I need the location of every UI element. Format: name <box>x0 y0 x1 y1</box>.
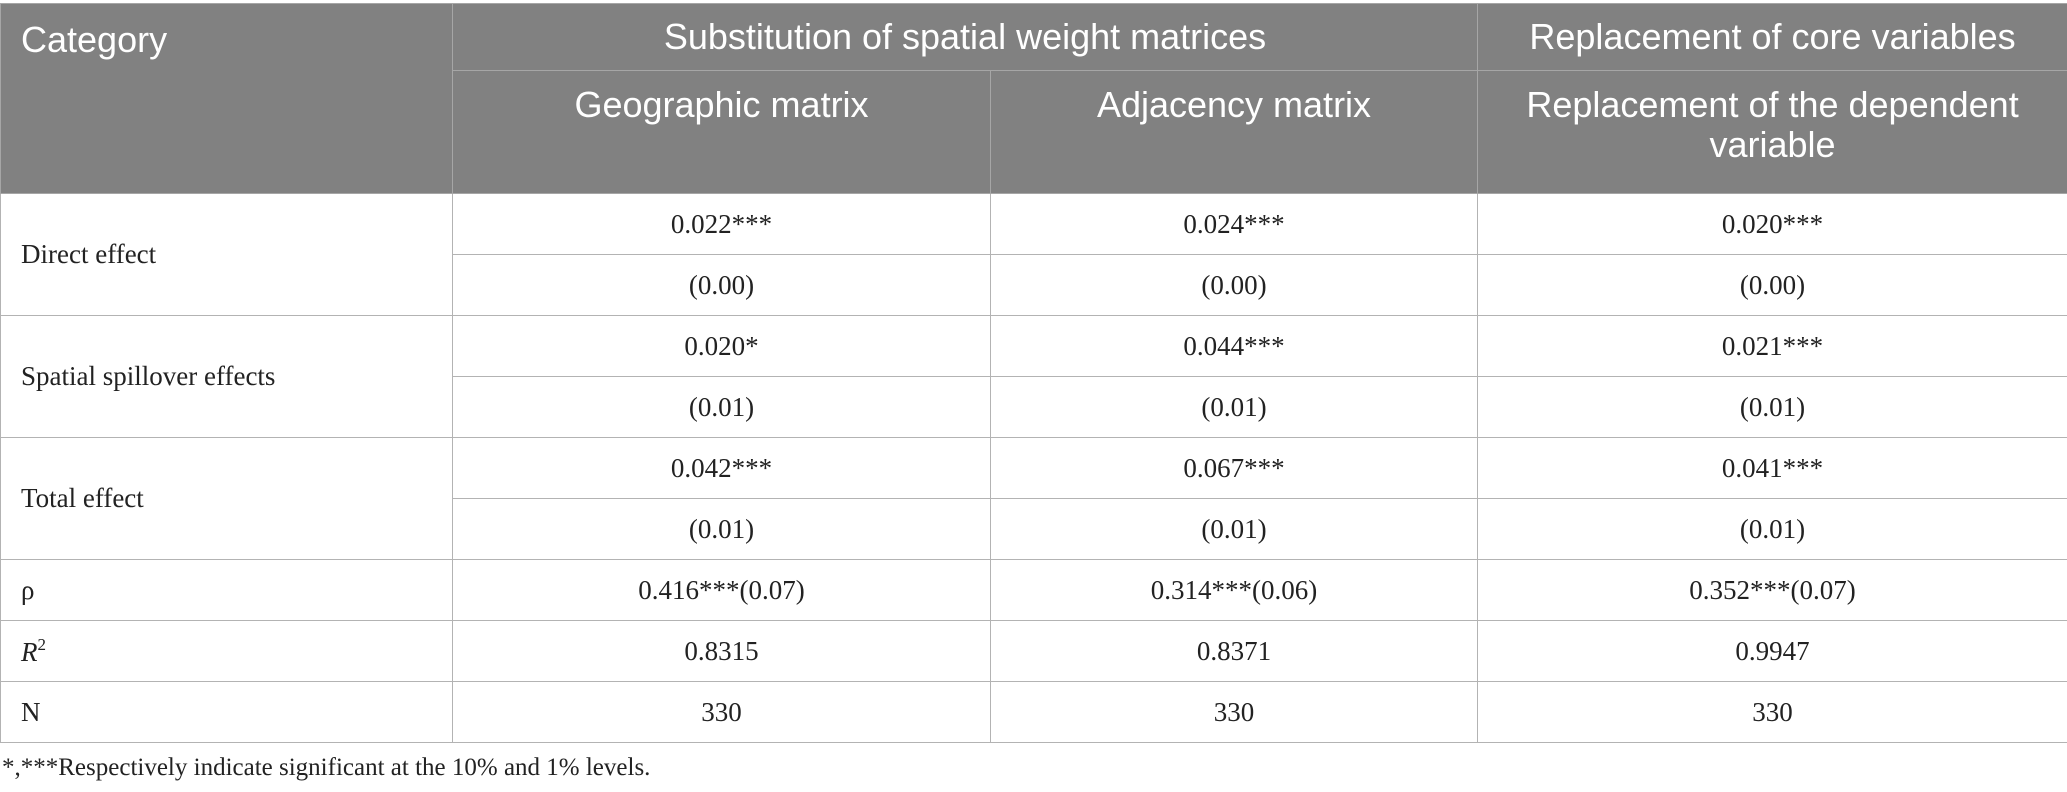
cell-coef: 0.042*** <box>452 437 991 499</box>
table-row: N 330 330 330 <box>0 681 2067 743</box>
cell-coef: 0.022*** <box>452 193 991 255</box>
row-label-spillover-effects: Spatial spillover effects <box>0 315 453 438</box>
cell-coef: 0.024*** <box>989 193 1479 255</box>
cell-value: 330 <box>452 681 991 743</box>
cell-value: 0.8315 <box>452 620 991 682</box>
row-label-total-effect: Total effect <box>0 437 453 560</box>
table-row: (0.01) (0.01) (0.01) <box>1 498 2067 560</box>
cell-value: 0.416***(0.07) <box>452 559 991 621</box>
table-header: Category Substitution of spatial weight … <box>0 3 2067 194</box>
cell-coef: 0.044*** <box>989 315 1479 377</box>
table-row: Direct effect 0.022*** 0.024*** 0.020*** <box>0 193 2067 316</box>
header-group-core-variables: Replacement of core variables <box>1477 3 2067 71</box>
cell-coef: 0.067*** <box>989 437 1479 499</box>
header-category: Category <box>0 3 453 194</box>
header-row-2: Geographic matrix Adjacency matrix Repla… <box>1 70 2067 194</box>
cell-coef: 0.021*** <box>1477 315 2067 377</box>
cell-coef: 0.041*** <box>1477 437 2067 499</box>
cell-value: 0.314***(0.06) <box>989 559 1479 621</box>
cell-coef: 0.020* <box>452 315 991 377</box>
table-body: Direct effect 0.022*** 0.024*** 0.020***… <box>0 193 2067 743</box>
header-geographic-matrix: Geographic matrix <box>452 70 991 194</box>
row-label-r-squared: R2 <box>0 620 453 682</box>
cell-se: (0.01) <box>989 376 1479 438</box>
cell-value: 330 <box>989 681 1479 743</box>
row-label-direct-effect: Direct effect <box>0 193 453 316</box>
cell-se: (0.01) <box>452 376 991 438</box>
table-row: Spatial spillover effects 0.020* 0.044**… <box>0 315 2067 438</box>
r-squared-exponent: 2 <box>37 634 47 654</box>
cell-se: (0.00) <box>989 254 1479 316</box>
cell-value: 0.8371 <box>989 620 1479 682</box>
cell-coef: 0.020*** <box>1477 193 2067 255</box>
table-footnote: *,***Respectively indicate significant a… <box>2 754 651 781</box>
cell-se: (0.01) <box>989 498 1479 560</box>
header-dependent-variable: Replacement of the dependent variable <box>1477 70 2067 194</box>
cell-value: 0.9947 <box>1477 620 2067 682</box>
cell-se: (0.00) <box>1477 254 2067 316</box>
cell-se: (0.01) <box>1477 376 2067 438</box>
row-label-n: N <box>0 681 453 743</box>
cell-value: 330 <box>1477 681 2067 743</box>
cell-se: (0.00) <box>452 254 991 316</box>
table-row: (0.00) (0.00) (0.00) <box>1 254 2067 316</box>
table-row: Total effect 0.042*** 0.067*** 0.041*** <box>0 437 2067 560</box>
results-table-container: Category Substitution of spatial weight … <box>0 3 2067 743</box>
header-adjacency-matrix: Adjacency matrix <box>989 70 1479 194</box>
row-label-rho: ρ <box>0 559 453 621</box>
header-group-spatial-weights: Substitution of spatial weight matrices <box>451 3 1479 71</box>
r-squared-symbol: R <box>21 636 38 667</box>
header-row-1: Category Substitution of spatial weight … <box>0 3 2067 194</box>
cell-se: (0.01) <box>1477 498 2067 560</box>
cell-se: (0.01) <box>452 498 991 560</box>
robustness-results-table: Category Substitution of spatial weight … <box>0 3 2067 743</box>
table-row: (0.01) (0.01) (0.01) <box>1 376 2067 438</box>
table-row: R2 0.8315 0.8371 0.9947 <box>0 620 2067 682</box>
cell-value: 0.352***(0.07) <box>1477 559 2067 621</box>
table-row: ρ 0.416***(0.07) 0.314***(0.06) 0.352***… <box>0 559 2067 621</box>
